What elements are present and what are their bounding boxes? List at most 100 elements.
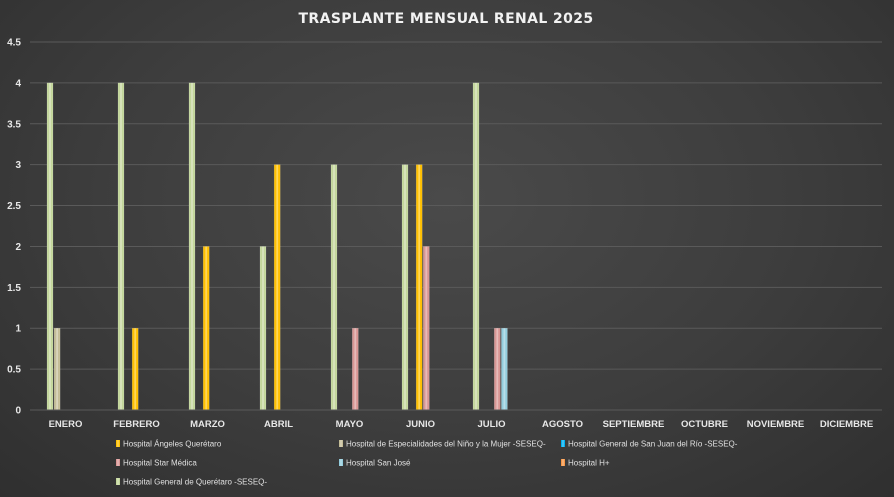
- x-tick-label: ENERO: [49, 419, 83, 430]
- legend-item: Hospital General de Querétaro -SESEQ-: [116, 478, 267, 487]
- legend-label: Hospital de Especialidades del Niño y la…: [346, 440, 546, 449]
- bar: [472, 82, 480, 411]
- x-tick-label: DICIEMBRE: [820, 419, 873, 430]
- bar: [53, 327, 61, 411]
- bar-highlight: [262, 246, 264, 410]
- chart-title: TRASPLANTE MENSUAL RENAL 2025: [298, 11, 593, 27]
- legend-label: Hospital Star Médica: [123, 459, 197, 468]
- legend-item: Hospital General de San Juan del Río -SE…: [561, 440, 738, 449]
- bar-body: [260, 246, 266, 410]
- bar: [401, 164, 409, 411]
- x-tick-label: MARZO: [190, 419, 225, 430]
- y-tick-label: 3.5: [7, 119, 21, 130]
- legend-swatch: [116, 478, 120, 485]
- bar-highlight: [425, 246, 428, 410]
- legend-item: Hospital H+: [561, 459, 610, 468]
- legend-label: Hospital H+: [568, 459, 610, 468]
- y-axis-ticks: 0 0.5 1 1.5 2 2.5 3 3.5 4 4.5: [7, 38, 21, 417]
- bar-body: [203, 246, 210, 410]
- bar-body: [473, 82, 479, 410]
- bar-body: [423, 246, 430, 410]
- bar-highlight: [404, 164, 406, 410]
- bar-body: [416, 164, 423, 410]
- legend-swatch-highlight: [117, 440, 119, 447]
- x-tick-label: FEBRERO: [113, 419, 159, 430]
- legend-swatch-highlight: [117, 478, 119, 485]
- legend-swatch: [116, 459, 120, 466]
- bar: [273, 164, 281, 411]
- bar: [501, 327, 508, 411]
- legend-label: Hospital General de Querétaro -SESEQ-: [123, 478, 267, 487]
- bar-body: [132, 328, 139, 410]
- x-axis-ticks: ENERO FEBRERO MARZO ABRIL MAYO JUNIO JULIO AGOS…: [49, 419, 874, 430]
- x-tick-label: ABRIL: [264, 419, 293, 430]
- legend-label: Hospital General de San Juan del Río -SE…: [568, 440, 738, 449]
- y-tick-label: 1.5: [7, 283, 21, 294]
- bar-highlight: [418, 164, 421, 410]
- bar: [202, 246, 210, 411]
- legend-label: Hospital Ángeles Querétaro: [123, 440, 222, 449]
- bar-body: [189, 82, 195, 410]
- y-tick-label: 4: [15, 78, 21, 89]
- bar-body: [47, 82, 53, 410]
- bar-highlight: [333, 164, 335, 410]
- bar: [330, 164, 338, 411]
- bar-highlight: [503, 328, 506, 410]
- y-tick-label: 2: [15, 242, 21, 253]
- bar-highlight: [354, 328, 357, 410]
- legend-swatch-highlight: [562, 440, 564, 447]
- legend-swatch: [339, 459, 343, 466]
- x-tick-label: NOVIEMBRE: [747, 419, 805, 430]
- bar-body: [331, 164, 337, 410]
- bar: [494, 327, 501, 411]
- bar: [352, 327, 359, 411]
- legend-label: Hospital San José: [346, 459, 411, 468]
- bar: [423, 246, 430, 411]
- x-tick-label: AGOSTO: [542, 419, 583, 430]
- bar: [415, 164, 423, 411]
- legend: Hospital Ángeles Querétaro Hospital de Es…: [116, 440, 738, 487]
- legend-item: Hospital Star Médica: [116, 459, 197, 468]
- bar: [117, 82, 125, 411]
- y-tick-label: 3: [15, 160, 21, 171]
- legend-swatch-highlight: [117, 459, 119, 466]
- legend-swatch: [561, 459, 565, 466]
- bar-highlight: [56, 328, 58, 410]
- bar-highlight: [134, 328, 137, 410]
- legend-swatch: [561, 440, 565, 447]
- x-tick-label: JUNIO: [406, 419, 435, 430]
- x-tick-label: SEPTIEMBRE: [603, 419, 665, 430]
- y-tick-label: 4.5: [7, 38, 21, 49]
- bar-body: [352, 328, 359, 410]
- bar-highlight: [120, 82, 122, 410]
- y-tick-label: 2.5: [7, 201, 21, 212]
- bar-highlight: [205, 246, 208, 410]
- y-tick-label: 0.5: [7, 365, 21, 376]
- bar-highlight: [49, 82, 51, 410]
- bar-body: [494, 328, 501, 410]
- bar-body: [501, 328, 508, 410]
- legend-swatch-highlight: [340, 440, 342, 447]
- bar: [188, 82, 196, 411]
- x-tick-label: MAYO: [336, 419, 364, 430]
- legend-item: Hospital de Especialidades del Niño y la…: [339, 440, 546, 449]
- bar-body: [118, 82, 124, 410]
- gridlines: [30, 41, 882, 370]
- legend-item: Hospital Ángeles Querétaro: [116, 440, 222, 449]
- bar-highlight: [496, 328, 499, 410]
- x-tick-label: OCTUBRE: [681, 419, 728, 430]
- bar: [131, 327, 139, 411]
- legend-swatch-highlight: [562, 459, 564, 466]
- bar: [259, 246, 267, 411]
- bar-body: [54, 328, 61, 410]
- bar: [46, 82, 54, 411]
- x-tick-label: JULIO: [478, 419, 506, 430]
- legend-swatch-highlight: [340, 459, 342, 466]
- bar-highlight: [475, 82, 477, 410]
- legend-swatch: [116, 440, 120, 447]
- legend-swatch: [339, 440, 343, 447]
- bar-body: [402, 164, 408, 410]
- y-tick-label: 0: [15, 406, 21, 417]
- bar-body: [274, 164, 281, 410]
